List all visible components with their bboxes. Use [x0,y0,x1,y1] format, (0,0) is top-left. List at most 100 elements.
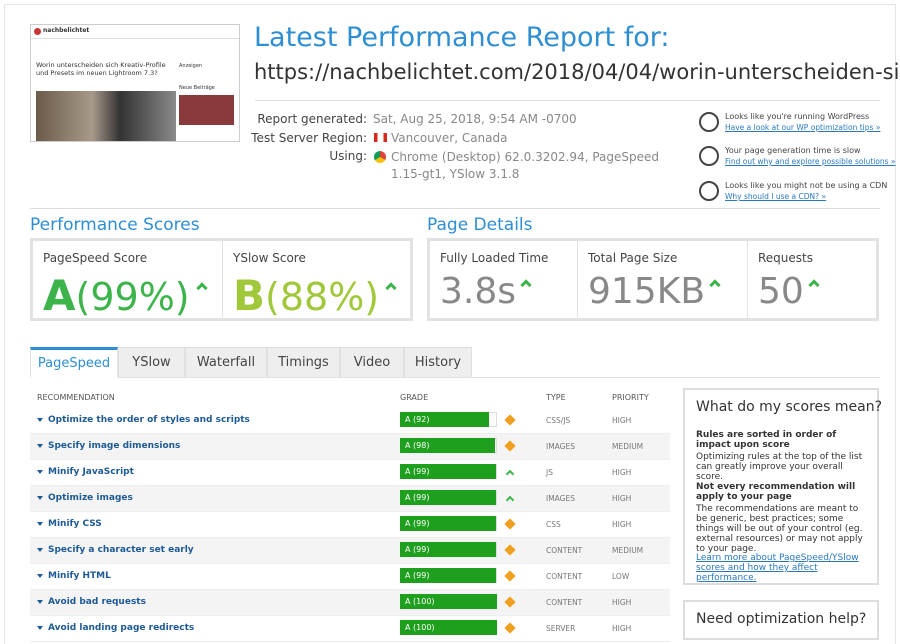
thumb-side: Anzeigen [179,63,203,69]
table-row: Optimize the order of styles and scripts… [30,408,670,434]
thumb-nav [31,25,239,39]
tip-link[interactable]: Why should I use a CDN? » [725,192,827,201]
value: 915KB [588,271,706,312]
grade-bar [400,568,497,583]
box-text: The recommendations are meant to be gene… [696,504,863,554]
expand-arrow [37,496,43,500]
tip-icon [699,181,719,201]
rule-name[interactable]: Specify image dimensions [48,441,181,451]
grade-bar [400,594,497,609]
grade-bar [400,412,490,427]
tip-link[interactable]: Have a look at our WP optimization tips … [725,123,881,132]
detail-value: 915KB [588,271,721,312]
report-title: Latest Performance Report for: [254,22,670,53]
box-link[interactable]: Learn more about PageSpeed/YSlow scores … [696,553,859,583]
rule-name[interactable]: Minify CSS [48,519,102,529]
tip-text: Looks like you might not be using a CDN [725,181,888,190]
expand-arrow [37,418,43,422]
score-value: B(88%) [233,271,397,320]
rule-name[interactable]: Optimize images [48,493,133,503]
column-header: PRIORITY [612,393,649,402]
detail-label: Test Server Region: [251,131,367,145]
table-row: Avoid landing page redirects A (100) SERVE… [30,616,670,642]
trend-up [505,495,515,505]
tip-link[interactable]: Find out why and explore possible soluti… [725,157,896,166]
detail-label: Report generated: [257,112,367,126]
section-title: Performance Scores [30,215,200,235]
thumb-logo [34,28,41,35]
thumb-side-image [179,95,234,125]
detail-cell: Fully Loaded Time 3.8s [430,241,578,318]
rule-type: CSS/JS [546,416,571,425]
detail-label: Total Page Size [588,251,678,265]
tab[interactable]: Video [340,347,404,378]
thumb-site: nachbelichtet [43,27,90,34]
rule-type: CSS [546,520,561,529]
thumb-image [36,91,176,141]
rule-priority: HIGH [612,520,632,529]
score-cell: YSlow Score B(88%) [223,241,410,320]
rule-name[interactable]: Avoid bad requests [48,597,146,607]
rule-name[interactable]: Minify HTML [48,571,111,581]
column-header: RECOMMENDATION [37,393,115,402]
tab[interactable]: Timings [267,347,340,378]
detail-value: Chrome (Desktop) 62.0.3202.94, PageSpeed… [391,150,660,181]
grade-label: A (99) [405,493,430,502]
tab[interactable]: YSlow [118,347,185,378]
box-title: Need optimization help? [696,611,867,627]
column-header: TYPE [546,393,566,402]
tip-text: Your page generation time is slow [725,146,861,155]
table-row: Minify JavaScript A (99) JS HIGH [30,460,670,486]
thumbnail: nachbelichtet Worin unterscheiden sich K… [30,24,240,142]
rule-type: CONTENT [546,572,583,581]
percent: (88%) [265,275,380,319]
box-title: What do my scores mean? [696,399,883,415]
detail-label: Using: [329,149,367,163]
grade-label: A (100) [405,623,435,632]
detail-label: Fully Loaded Time [440,251,549,265]
table-row: Minify CSS A (99) CSS HIGH [30,512,670,538]
rule-priority: MEDIUM [612,442,644,451]
score-cell: PageSpeed Score A(99%) [33,241,223,320]
rule-priority: HIGH [612,598,632,607]
trend-arrow [195,282,208,294]
grade-label: A (99) [405,519,430,528]
grade-label: A (99) [405,571,430,580]
grade: B [233,271,266,320]
score-value: A(99%) [43,271,208,320]
grade-bar [400,490,497,505]
help-box: Need optimization help? [683,600,879,640]
rule-name[interactable]: Minify JavaScript [48,467,134,477]
tab[interactable]: Waterfall [185,347,267,378]
tab[interactable]: History [404,347,472,378]
rule-priority: HIGH [612,494,632,503]
grade-bar [400,464,497,479]
table-row: Avoid bad requests A (100) CONTENT HIGH [30,590,670,616]
rule-priority: LOW [612,572,630,581]
detail-value: 3.8s [440,271,532,312]
expand-arrow [37,600,43,604]
table-row: Minify HTML A (99) CONTENT LOW [30,564,670,590]
expand-arrow [37,470,43,474]
rule-type: IMAGES [546,494,575,503]
score-label: PageSpeed Score [43,251,148,265]
rule-name[interactable]: Specify a character set early [48,545,194,555]
tab[interactable]: PageSpeed [30,347,118,378]
rule-type: JS [546,468,553,477]
trend-same [504,518,516,530]
rule-name[interactable]: Avoid landing page redirects [48,623,195,633]
grade-label: A (99) [405,545,430,554]
rule-type: CONTENT [546,598,583,607]
rule-name[interactable]: Optimize the order of styles and scripts [48,415,250,425]
box-heading: Rules are sorted in order of impact upon… [696,430,837,450]
grade-label: A (92) [405,415,430,424]
table-row: Specify a character set early A (99) CONTE… [30,538,670,564]
frame [4,4,896,644]
detail-cell: Requests 50 [748,241,876,318]
trend-same [504,544,516,556]
grade-bar [400,516,497,531]
grade-label: A (100) [405,597,435,606]
tip-icon [699,112,719,132]
trend-up [505,469,515,479]
box-text: Optimizing rules at the top of the list … [696,452,863,482]
